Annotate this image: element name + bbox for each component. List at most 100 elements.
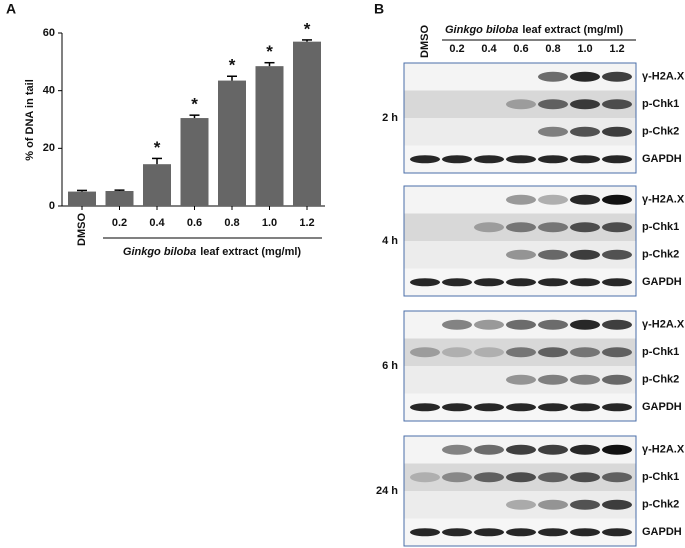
band (602, 528, 632, 537)
band (538, 374, 568, 385)
bar (255, 66, 284, 207)
time-label: 24 h (376, 485, 398, 497)
band (570, 528, 600, 537)
bar (218, 80, 246, 206)
row-label: p-Chk1 (642, 471, 679, 483)
blot-title-rest: leaf extract (mg/ml) (522, 24, 623, 36)
band (410, 472, 440, 483)
row-label: GAPDH (642, 276, 682, 288)
blot-title: Ginkgo biloba leaf extract (mg/ml) (445, 24, 624, 36)
significance-mark: * (154, 138, 161, 157)
band (442, 472, 472, 483)
band (538, 472, 568, 483)
band (570, 319, 600, 330)
y-tick-label: 60 (43, 27, 55, 39)
band (410, 528, 440, 537)
band (410, 155, 440, 164)
x-tick-label: 1.2 (299, 217, 314, 229)
band (538, 249, 568, 260)
x-axis-label: Ginkgo biloba leaf extract (mg/ml) (123, 246, 302, 258)
band (602, 126, 632, 137)
band (474, 319, 504, 330)
band (442, 403, 472, 412)
band (538, 99, 568, 110)
band (570, 99, 600, 110)
band (602, 472, 632, 483)
band (442, 528, 472, 537)
significance-mark: * (304, 19, 311, 38)
band (506, 278, 536, 287)
band (506, 528, 536, 537)
blot-title-italic: Ginkgo biloba (445, 24, 518, 36)
row-label: p-Chk2 (642, 374, 679, 386)
blot-strip (404, 63, 636, 91)
band (570, 374, 600, 385)
error-bar (152, 157, 162, 165)
band (602, 403, 632, 412)
band (538, 222, 568, 233)
band (506, 222, 536, 233)
band (474, 155, 504, 164)
x-tick-label: DMSO (76, 213, 88, 246)
row-label: p-Chk1 (642, 221, 679, 233)
band (410, 403, 440, 412)
significance-mark: * (229, 56, 236, 75)
blot-frame (403, 310, 637, 422)
band (506, 499, 536, 510)
dose-label: 1.2 (609, 43, 624, 55)
dose-label: 0.2 (449, 43, 464, 55)
x-label-italic: Ginkgo biloba (123, 246, 196, 258)
row-label: p-Chk2 (642, 249, 679, 261)
x-tick-label: 1.0 (262, 217, 277, 229)
band (474, 403, 504, 412)
band (602, 155, 632, 164)
x-tick-label: 0.8 (224, 217, 239, 229)
band (506, 194, 536, 205)
band (570, 126, 600, 137)
bar (105, 191, 134, 206)
blot-frame (403, 435, 637, 547)
band (570, 194, 600, 205)
band (570, 499, 600, 510)
band (506, 403, 536, 412)
error-bar (77, 189, 87, 192)
band (570, 444, 600, 455)
band (602, 99, 632, 110)
band (538, 155, 568, 164)
time-label: 2 h (382, 112, 398, 124)
panel-label: B (374, 1, 384, 17)
row-label: p-Chk2 (642, 126, 679, 138)
band (538, 278, 568, 287)
blot-frame (403, 185, 637, 297)
time-label: 4 h (382, 235, 398, 247)
band (570, 472, 600, 483)
x-label-rest: leaf extract (mg/ml) (200, 246, 301, 258)
band (474, 222, 504, 233)
band (538, 126, 568, 137)
band (538, 403, 568, 412)
dose-label: 0.6 (513, 43, 528, 55)
band (602, 222, 632, 233)
row-label: γ-H2A.X (642, 194, 685, 206)
band (570, 249, 600, 260)
panel-label: A (6, 1, 16, 17)
significance-mark: * (191, 95, 198, 114)
band (442, 347, 472, 358)
band (602, 319, 632, 330)
dose-label: 1.0 (577, 43, 592, 55)
time-label: 6 h (382, 360, 398, 372)
band (442, 319, 472, 330)
dose-label: 0.8 (545, 43, 560, 55)
band (538, 319, 568, 330)
band (570, 71, 600, 82)
dose-label: 0.4 (481, 43, 497, 55)
band (506, 155, 536, 164)
error-bar (227, 75, 237, 81)
band (506, 249, 536, 260)
bar (68, 191, 96, 206)
error-bar (114, 189, 125, 192)
band (442, 278, 472, 287)
error-bar (264, 61, 275, 67)
significance-mark: * (266, 42, 273, 61)
